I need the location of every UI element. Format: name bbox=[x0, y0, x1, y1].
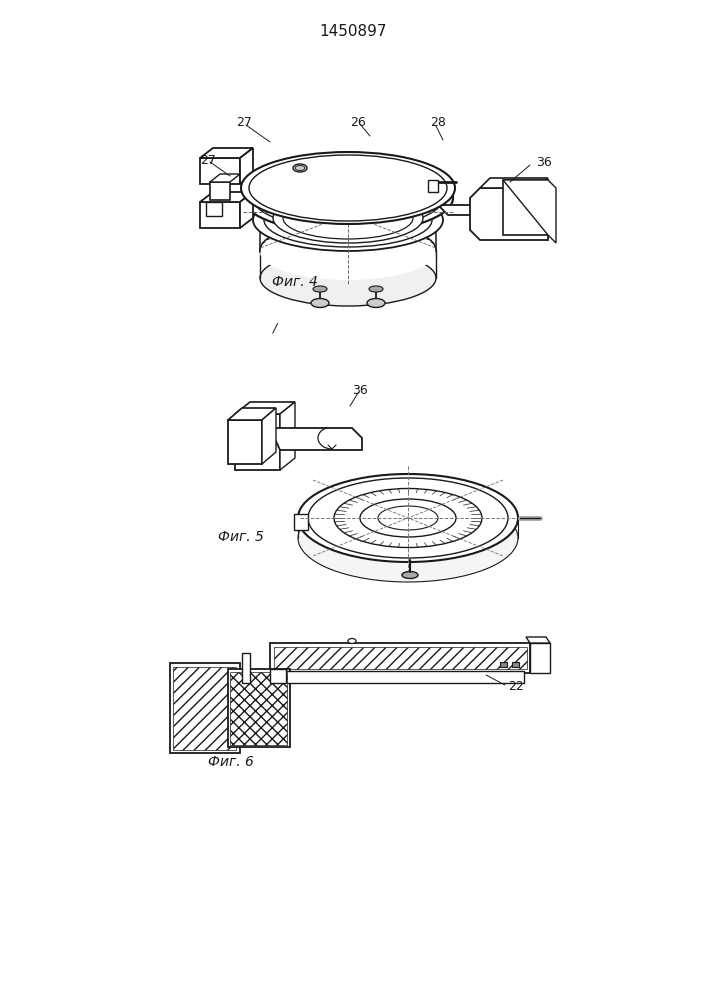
Ellipse shape bbox=[320, 206, 376, 224]
Ellipse shape bbox=[260, 250, 436, 306]
Ellipse shape bbox=[402, 572, 418, 578]
Bar bbox=[173, 667, 236, 750]
Ellipse shape bbox=[367, 298, 385, 308]
Text: 22: 22 bbox=[508, 680, 524, 694]
Ellipse shape bbox=[348, 639, 356, 644]
Polygon shape bbox=[200, 202, 240, 228]
Ellipse shape bbox=[264, 193, 432, 247]
Text: Фиг. 4: Фиг. 4 bbox=[272, 275, 318, 289]
Ellipse shape bbox=[293, 164, 307, 172]
Bar bbox=[170, 663, 240, 753]
Ellipse shape bbox=[378, 506, 438, 530]
Ellipse shape bbox=[243, 163, 453, 233]
Polygon shape bbox=[235, 402, 295, 414]
Text: 27: 27 bbox=[200, 153, 216, 166]
Bar bbox=[230, 672, 287, 745]
Ellipse shape bbox=[295, 165, 305, 170]
Polygon shape bbox=[235, 414, 280, 470]
Polygon shape bbox=[470, 188, 548, 240]
Text: 36: 36 bbox=[352, 383, 368, 396]
Bar bbox=[428, 180, 438, 192]
Bar bbox=[274, 647, 527, 669]
Ellipse shape bbox=[273, 193, 423, 243]
Ellipse shape bbox=[260, 222, 436, 278]
Ellipse shape bbox=[260, 224, 436, 280]
Polygon shape bbox=[228, 420, 262, 464]
Bar bbox=[242, 653, 250, 683]
Bar bbox=[294, 514, 308, 530]
Polygon shape bbox=[200, 158, 240, 184]
Ellipse shape bbox=[298, 494, 518, 582]
Text: 1450897: 1450897 bbox=[320, 24, 387, 39]
Polygon shape bbox=[280, 402, 295, 470]
Ellipse shape bbox=[241, 152, 455, 224]
Bar bbox=[284, 671, 524, 683]
Polygon shape bbox=[438, 205, 498, 215]
Polygon shape bbox=[262, 408, 276, 464]
Polygon shape bbox=[210, 174, 240, 182]
Bar bbox=[500, 662, 507, 667]
Ellipse shape bbox=[308, 478, 508, 558]
Ellipse shape bbox=[311, 298, 329, 308]
Polygon shape bbox=[228, 408, 276, 420]
Polygon shape bbox=[503, 180, 548, 235]
Bar bbox=[228, 669, 290, 747]
Text: Фиг. 5: Фиг. 5 bbox=[218, 530, 264, 544]
Polygon shape bbox=[240, 148, 253, 184]
Ellipse shape bbox=[330, 206, 366, 218]
Polygon shape bbox=[270, 428, 362, 450]
Polygon shape bbox=[210, 182, 230, 200]
Bar bbox=[206, 202, 222, 216]
Text: 27: 27 bbox=[236, 115, 252, 128]
Polygon shape bbox=[480, 178, 548, 188]
Polygon shape bbox=[503, 180, 556, 243]
Bar bbox=[270, 669, 286, 683]
Ellipse shape bbox=[334, 488, 482, 548]
Text: 36: 36 bbox=[536, 155, 551, 168]
Text: /: / bbox=[273, 322, 277, 334]
Ellipse shape bbox=[313, 286, 327, 292]
Ellipse shape bbox=[253, 189, 443, 251]
Polygon shape bbox=[530, 643, 550, 673]
Ellipse shape bbox=[360, 499, 456, 537]
Bar bbox=[270, 643, 530, 673]
Ellipse shape bbox=[369, 286, 383, 292]
Ellipse shape bbox=[253, 167, 443, 229]
Polygon shape bbox=[526, 637, 550, 643]
Text: Фиг. 6: Фиг. 6 bbox=[208, 755, 254, 769]
Polygon shape bbox=[200, 192, 253, 202]
Text: 26: 26 bbox=[350, 115, 366, 128]
Ellipse shape bbox=[249, 155, 447, 221]
Bar bbox=[512, 662, 519, 667]
Ellipse shape bbox=[283, 197, 413, 239]
Ellipse shape bbox=[298, 474, 518, 562]
Polygon shape bbox=[240, 192, 253, 228]
Text: 28: 28 bbox=[430, 115, 446, 128]
Polygon shape bbox=[200, 148, 253, 158]
